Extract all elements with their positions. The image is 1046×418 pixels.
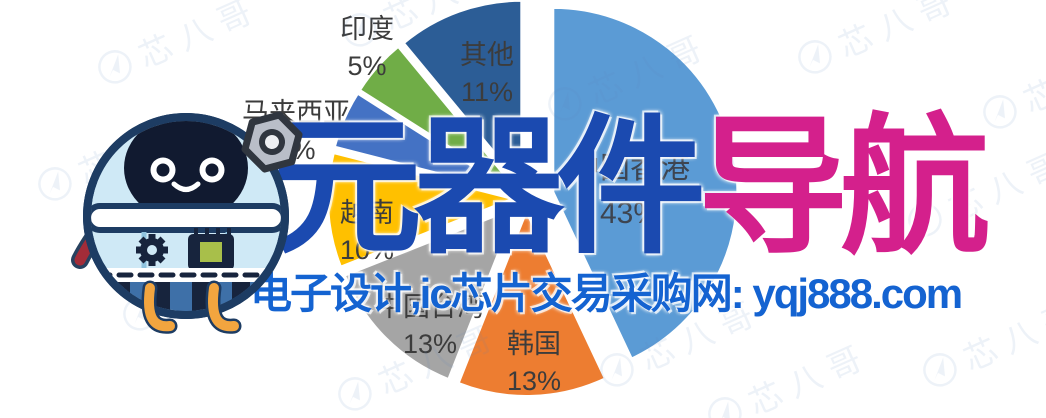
pie-label-6: 其他 11% bbox=[460, 37, 514, 111]
pie-label-name: 其他 bbox=[460, 40, 514, 70]
robot-body-outline bbox=[83, 113, 289, 319]
robot-helmet-rim bbox=[91, 203, 281, 233]
brand-subtitle-url: 电子设计,ic芯片交易采购网: yqj888.com bbox=[250, 270, 963, 317]
gear-icon bbox=[136, 234, 168, 266]
hex-bolt-icon bbox=[241, 111, 303, 173]
robot-pupil-right bbox=[205, 163, 219, 177]
pie-label-percent: 13% bbox=[402, 329, 458, 359]
robot-legs bbox=[141, 280, 242, 334]
pie-label-percent: 5% bbox=[347, 51, 387, 81]
pie-label-3: 越南 10% bbox=[340, 195, 394, 269]
pie-slice-4 bbox=[333, 92, 514, 194]
pie-label-name: 印度 bbox=[340, 14, 394, 44]
pie-label-percent: 13% bbox=[506, 366, 562, 396]
pie-label-percent: 43% bbox=[599, 197, 661, 230]
pie-label-name: 越南 bbox=[339, 198, 394, 228]
pie-label-percent: 11% bbox=[460, 77, 514, 107]
pie-label-0: 中国香港 43% bbox=[570, 146, 690, 236]
pie-label-name: 中国香港 bbox=[570, 152, 690, 185]
robot-smile bbox=[171, 181, 201, 192]
pie-slice-2 bbox=[343, 206, 518, 381]
pie-slice-1 bbox=[457, 209, 607, 397]
pie-slice-6 bbox=[402, 0, 523, 188]
pie-slice-5 bbox=[358, 45, 517, 190]
pie-slice-3 bbox=[327, 151, 516, 268]
pie-label-5: 印度 5% bbox=[340, 11, 394, 85]
brand-title: 元器件导航 bbox=[272, 112, 990, 262]
pie-label-percent: 10% bbox=[339, 235, 395, 265]
pie-label-name: 韩国 bbox=[506, 329, 561, 359]
pie-label-2: 中国台湾 13% bbox=[376, 289, 484, 363]
brand-title-accent: 导航 bbox=[698, 103, 990, 271]
pie-label-name: 中国台湾 bbox=[376, 292, 484, 322]
robot-mascot bbox=[71, 111, 303, 334]
robot-face bbox=[124, 121, 248, 222]
robot-pupil-left bbox=[156, 163, 170, 177]
pie-slice-0 bbox=[552, 6, 739, 360]
brand-title-primary: 元器件 bbox=[272, 103, 706, 271]
pie-label-1: 韩国 13% bbox=[507, 326, 561, 400]
robot-skirt-stripe bbox=[192, 282, 210, 311]
